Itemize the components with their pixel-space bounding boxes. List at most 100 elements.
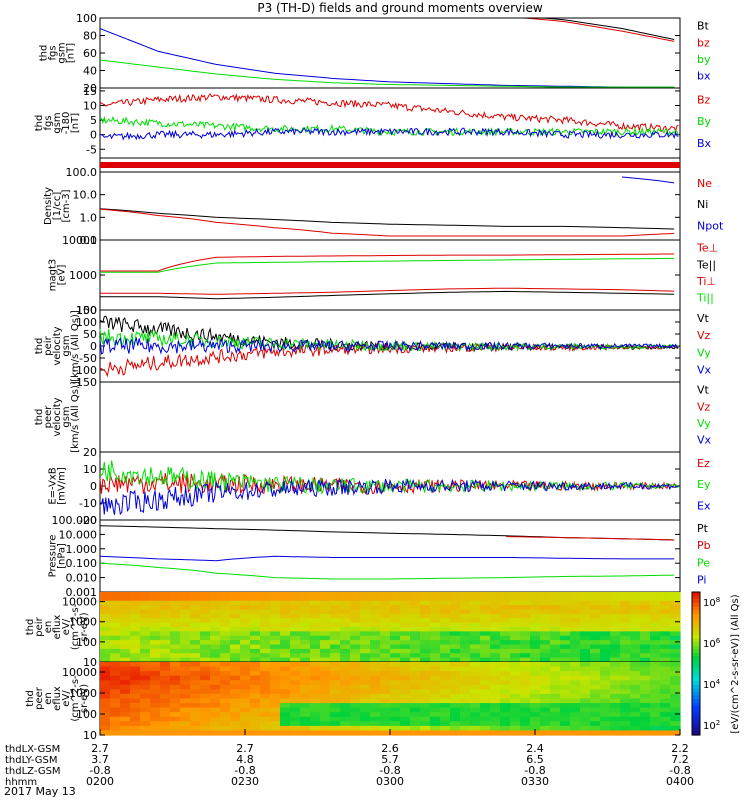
heatmap-cell xyxy=(260,707,271,713)
heatmap-cell xyxy=(540,613,551,619)
heatmap-cell xyxy=(220,618,231,624)
heatmap-cell xyxy=(540,635,551,641)
heatmap-cell xyxy=(320,662,331,668)
heatmap-cell xyxy=(290,648,301,654)
heatmap-cell xyxy=(490,689,501,695)
heatmap-cell xyxy=(230,680,241,686)
heatmap-cell xyxy=(590,666,601,672)
heatmap-cell xyxy=(570,622,581,628)
heatmap-cell xyxy=(190,725,201,732)
heatmap-cell xyxy=(410,640,421,646)
heatmap-cell xyxy=(660,684,671,690)
heatmap-cell xyxy=(350,671,361,677)
heatmap-cell xyxy=(430,684,441,690)
heatmap-cell xyxy=(380,716,391,722)
heatmap-cell xyxy=(200,707,211,713)
heatmap-cell xyxy=(320,721,331,727)
heatmap-cell xyxy=(390,627,401,632)
colorbar-segment xyxy=(692,602,700,607)
heatmap-cell xyxy=(140,716,151,722)
colorbar-segment xyxy=(692,656,700,661)
heatmap-cell xyxy=(290,653,301,659)
heatmap-cell xyxy=(400,671,411,677)
heatmap-cell xyxy=(260,657,271,663)
heatmap-cell xyxy=(390,640,401,646)
heatmap-cell xyxy=(400,689,411,695)
heatmap-cell xyxy=(410,684,421,690)
colorbar xyxy=(691,591,701,736)
heatmap-cell xyxy=(530,671,541,677)
heatmap-cell xyxy=(470,662,481,668)
heatmap-cell xyxy=(620,605,631,611)
heatmap-cell xyxy=(500,605,511,611)
y-tick-label: 0.001 xyxy=(66,586,98,599)
heatmap-cell xyxy=(140,653,151,659)
heatmap-cell xyxy=(400,675,411,681)
heatmap-cell xyxy=(120,609,131,615)
heatmap-cell xyxy=(270,680,281,686)
heatmap-cell xyxy=(170,689,181,695)
y-tick-label: 100 xyxy=(76,636,97,649)
heatmap-cell xyxy=(240,609,251,615)
heatmap-cell xyxy=(310,716,321,722)
heatmap-cell xyxy=(630,721,641,727)
heatmap-cell xyxy=(150,609,161,615)
heatmap-cell xyxy=(390,698,401,704)
heatmap-cell xyxy=(460,671,471,677)
heatmap-cell xyxy=(570,716,581,722)
heatmap-cell xyxy=(380,675,391,681)
heatmap-cell xyxy=(160,671,171,677)
heatmap-cell xyxy=(400,609,411,615)
heatmap-cell xyxy=(170,716,181,722)
heatmap-cell xyxy=(610,640,621,646)
heatmap-cell xyxy=(220,707,231,713)
heatmap-cell xyxy=(170,648,181,654)
heatmap-cell xyxy=(250,675,261,681)
heatmap-cell xyxy=(310,712,321,718)
heatmap-cell xyxy=(170,730,181,736)
panel-7 xyxy=(99,381,681,453)
series-Npot xyxy=(621,176,675,184)
heatmap-cell xyxy=(370,618,381,624)
heatmap-cell xyxy=(320,707,331,713)
heatmap-cell xyxy=(160,684,171,690)
legend-entry: Pi xyxy=(697,573,706,586)
heatmap-cell xyxy=(430,662,441,668)
heatmap-cell xyxy=(560,613,571,619)
heatmap-cell xyxy=(500,609,511,615)
heatmap-cell xyxy=(560,644,571,650)
heatmap-cell xyxy=(160,716,171,722)
heatmap-cell xyxy=(620,671,631,677)
heatmap-cell xyxy=(350,703,361,709)
heatmap-cell xyxy=(340,680,351,686)
heatmap-cell xyxy=(210,689,221,695)
heatmap-cell xyxy=(250,730,261,736)
heatmap-cell xyxy=(590,631,601,637)
heatmap-cell xyxy=(570,613,581,619)
heatmap-cell xyxy=(580,605,591,611)
heatmap-cell xyxy=(370,675,381,681)
heatmap-cell xyxy=(650,680,661,686)
heatmap-cell xyxy=(100,698,111,704)
heatmap-cell xyxy=(440,605,451,611)
heatmap-cell xyxy=(190,684,201,690)
heatmap-cell xyxy=(100,666,111,672)
heatmap-cell xyxy=(290,613,301,619)
heatmap-cell xyxy=(290,657,301,663)
heatmap-cell xyxy=(290,689,301,695)
heatmap-cell xyxy=(530,684,541,690)
heatmap-cell xyxy=(580,600,591,606)
heatmap-cell xyxy=(160,657,171,663)
y-tick-label: 0.010 xyxy=(66,572,98,585)
heatmap-cell xyxy=(670,596,681,602)
heatmap-cell xyxy=(280,707,291,713)
legend-entry: Vx xyxy=(697,363,712,376)
heatmap-cell xyxy=(440,721,451,727)
heatmap-cell xyxy=(210,648,221,654)
heatmap-cell xyxy=(260,627,271,632)
y-axis-label: Density xyxy=(43,187,54,225)
heatmap-cell xyxy=(630,653,641,659)
heatmap-cell xyxy=(440,618,451,624)
heatmap-cell xyxy=(380,600,391,606)
heatmap-cell xyxy=(220,671,231,677)
